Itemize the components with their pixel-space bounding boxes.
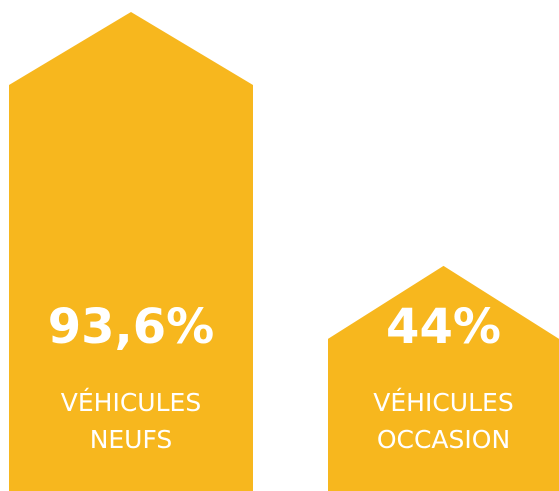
category-label: VÉHICULES bbox=[373, 388, 513, 417]
house-bar bbox=[328, 265, 559, 491]
value-label: 93,6% bbox=[48, 299, 215, 355]
category-label: VÉHICULES bbox=[61, 388, 201, 417]
category-label: OCCASION bbox=[377, 425, 510, 454]
category-label: NEUFS bbox=[90, 425, 173, 454]
house-bar bbox=[9, 12, 253, 491]
value-label: 44% bbox=[386, 299, 501, 355]
